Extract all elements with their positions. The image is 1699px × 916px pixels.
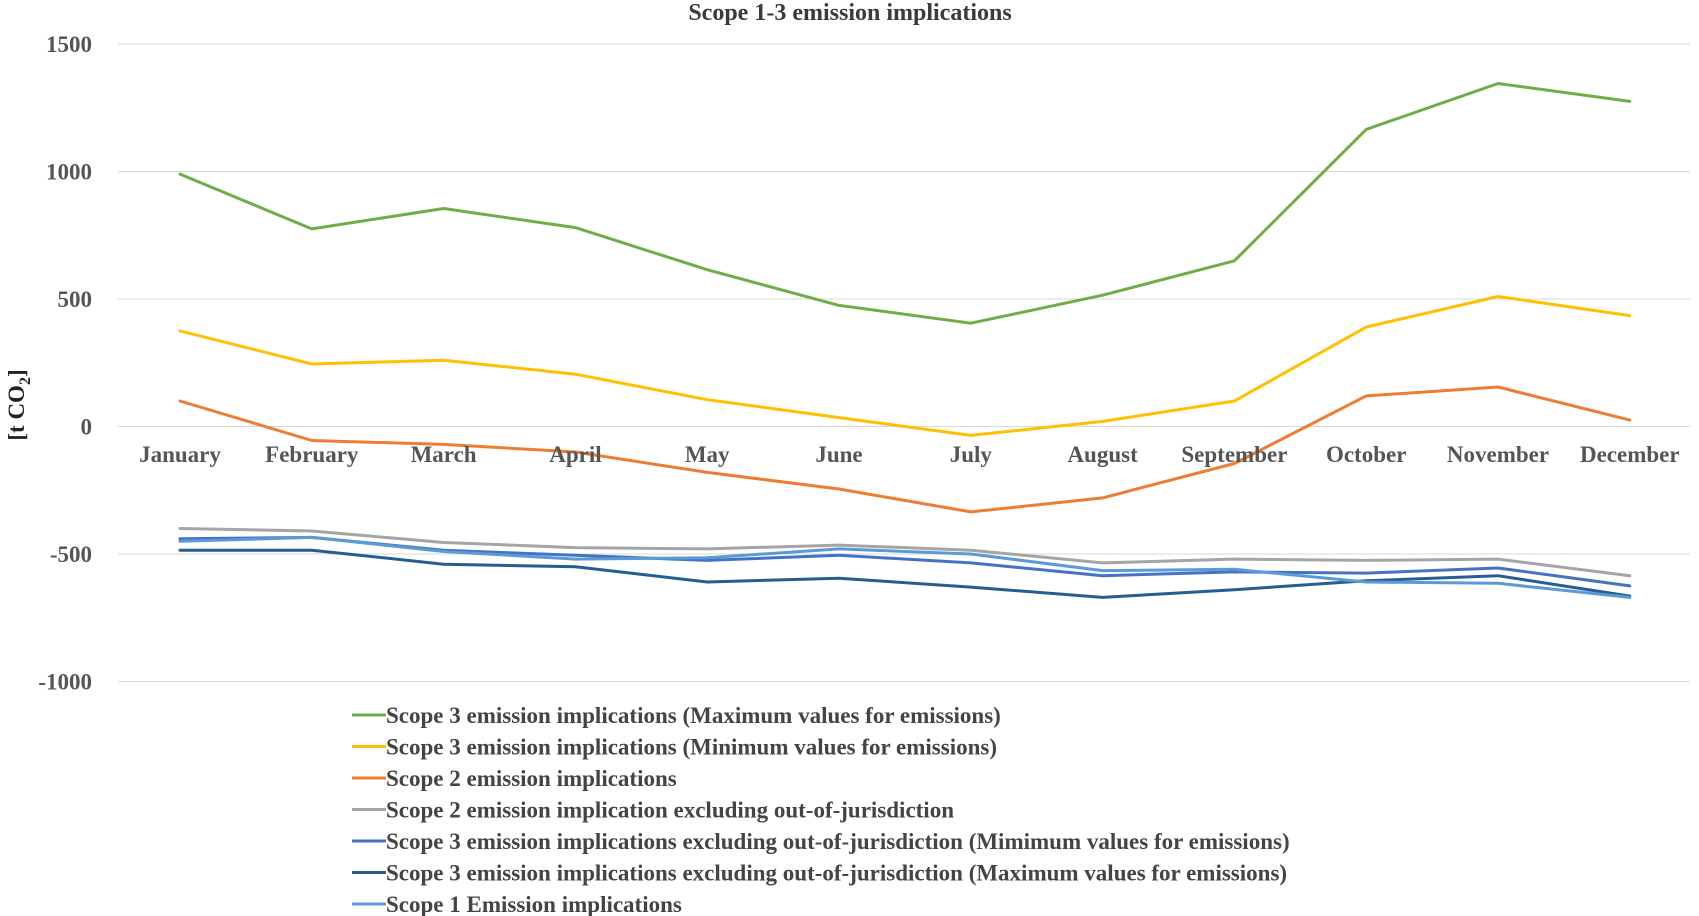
series-6 (178, 548, 1632, 599)
x-category-label: May (685, 442, 730, 467)
y-axis-label: [t CO2] (4, 369, 34, 440)
y-tick-label: -500 (50, 542, 92, 567)
series-line (178, 295, 1632, 437)
y-axis-ticks: 1500 1000 500 0 -500 -1000 (38, 32, 92, 695)
x-category-label: August (1067, 442, 1138, 467)
x-category-label: September (1181, 442, 1287, 467)
series-line (178, 548, 1632, 599)
y-tick-label: 500 (58, 287, 93, 312)
legend-item: Scope 2 emission implication excluding o… (352, 798, 954, 823)
legend-item: Scope 1 Emission implications (352, 892, 682, 916)
series-line (178, 82, 1632, 325)
x-category-label: July (950, 442, 993, 467)
y-tick-label: -1000 (38, 670, 92, 695)
series-3 (178, 385, 1632, 514)
series-lines (178, 82, 1632, 599)
series-7 (178, 535, 1632, 599)
x-category-label: March (411, 442, 477, 467)
series-line (178, 535, 1632, 599)
legend-item: Scope 3 emission implications (Minimum v… (352, 735, 997, 760)
series-4 (178, 527, 1632, 578)
series-line (178, 385, 1632, 514)
x-category-label: January (139, 442, 221, 467)
legend-item: Scope 3 emission implications (Maximum v… (352, 703, 1001, 728)
legend-label: Scope 2 emission implications (386, 766, 677, 791)
y-tick-label: 0 (81, 415, 93, 440)
y-tick-label: 1000 (46, 160, 92, 185)
chart-title: Scope 1-3 emission implications (688, 0, 1011, 26)
legend: Scope 3 emission implications (Maximum v… (352, 703, 1290, 916)
x-category-label: April (549, 442, 601, 467)
legend-label: Scope 3 emission implications (Minimum v… (386, 735, 997, 760)
series-line (178, 527, 1632, 578)
y-axis-label-main: [t CO (4, 385, 29, 441)
legend-label: Scope 3 emission implications excluding … (386, 861, 1287, 886)
y-tick-label: 1500 (46, 32, 92, 57)
x-category-label: December (1580, 442, 1680, 467)
x-category-label: June (815, 442, 862, 467)
gridlines (118, 43, 1690, 682)
x-category-label: February (265, 442, 359, 467)
series-1 (178, 82, 1632, 325)
series-2 (178, 295, 1632, 437)
x-category-label: October (1326, 442, 1406, 467)
x-category-label: November (1447, 442, 1549, 467)
legend-item: Scope 2 emission implications (352, 766, 677, 791)
legend-item: Scope 3 emission implications excluding … (352, 829, 1290, 854)
legend-label: Scope 1 Emission implications (386, 892, 682, 916)
legend-label: Scope 3 emission implications excluding … (386, 829, 1290, 854)
legend-label: Scope 3 emission implications (Maximum v… (386, 703, 1001, 728)
legend-item: Scope 3 emission implications excluding … (352, 861, 1287, 886)
y-axis-label-subscript: 2 (17, 377, 34, 385)
x-axis-categories: January February March April May June July Augu… (139, 442, 1680, 467)
legend-label: Scope 2 emission implication excluding o… (386, 798, 954, 823)
y-axis-label-end: ] (4, 369, 29, 377)
